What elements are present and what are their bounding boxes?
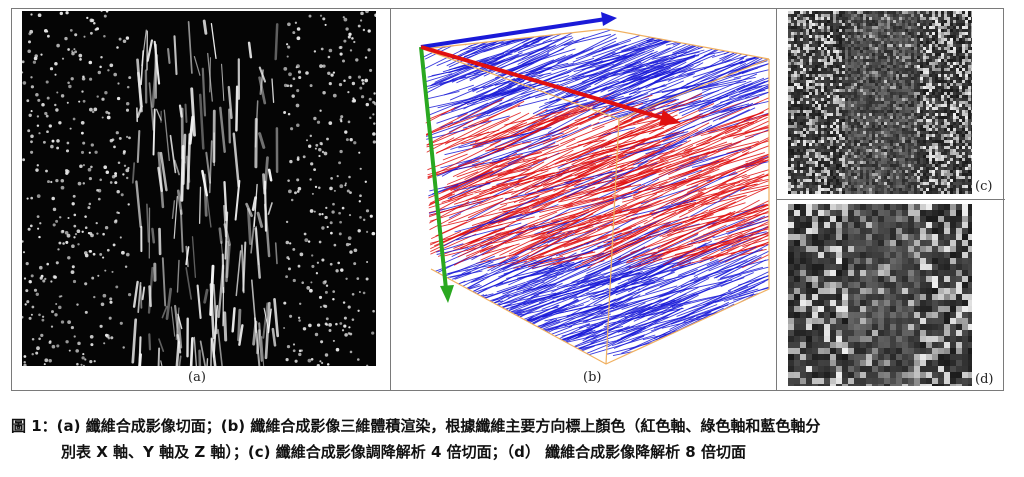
panel-d: (d) (777, 200, 1005, 390)
fiber-slice-image (22, 11, 376, 366)
panel-c: (c) (777, 9, 1005, 199)
panel-c-label: (c) (975, 179, 993, 194)
volume-render-image (419, 12, 770, 365)
panel-d-label: (d) (975, 372, 994, 387)
downsampled-8x-image (788, 204, 972, 386)
panel-b: (b) (391, 9, 776, 390)
divider-cd (776, 199, 1005, 200)
panel-b-label: (b) (583, 370, 602, 385)
caption-line-2: 別表 X 軸、Y 軸及 Z 軸）；(c) 纖維合成影像調降解析 4 倍切面；（d… (61, 443, 746, 461)
figure-caption: 圖 1：(a) 纖維合成影像切面；(b) 纖維合成影像三維體積渲染，根據纖維主要… (11, 413, 1011, 465)
downsampled-4x-image (788, 11, 972, 194)
caption-line-1: 圖 1：(a) 纖維合成影像切面；(b) 纖維合成影像三維體積渲染，根據纖維主要… (11, 417, 821, 435)
panel-a-label: (a) (188, 370, 206, 385)
divider-ab (390, 9, 391, 390)
figure-frame: (a) (b) (c) (d) (11, 8, 1005, 391)
panel-a: (a) (12, 9, 390, 390)
